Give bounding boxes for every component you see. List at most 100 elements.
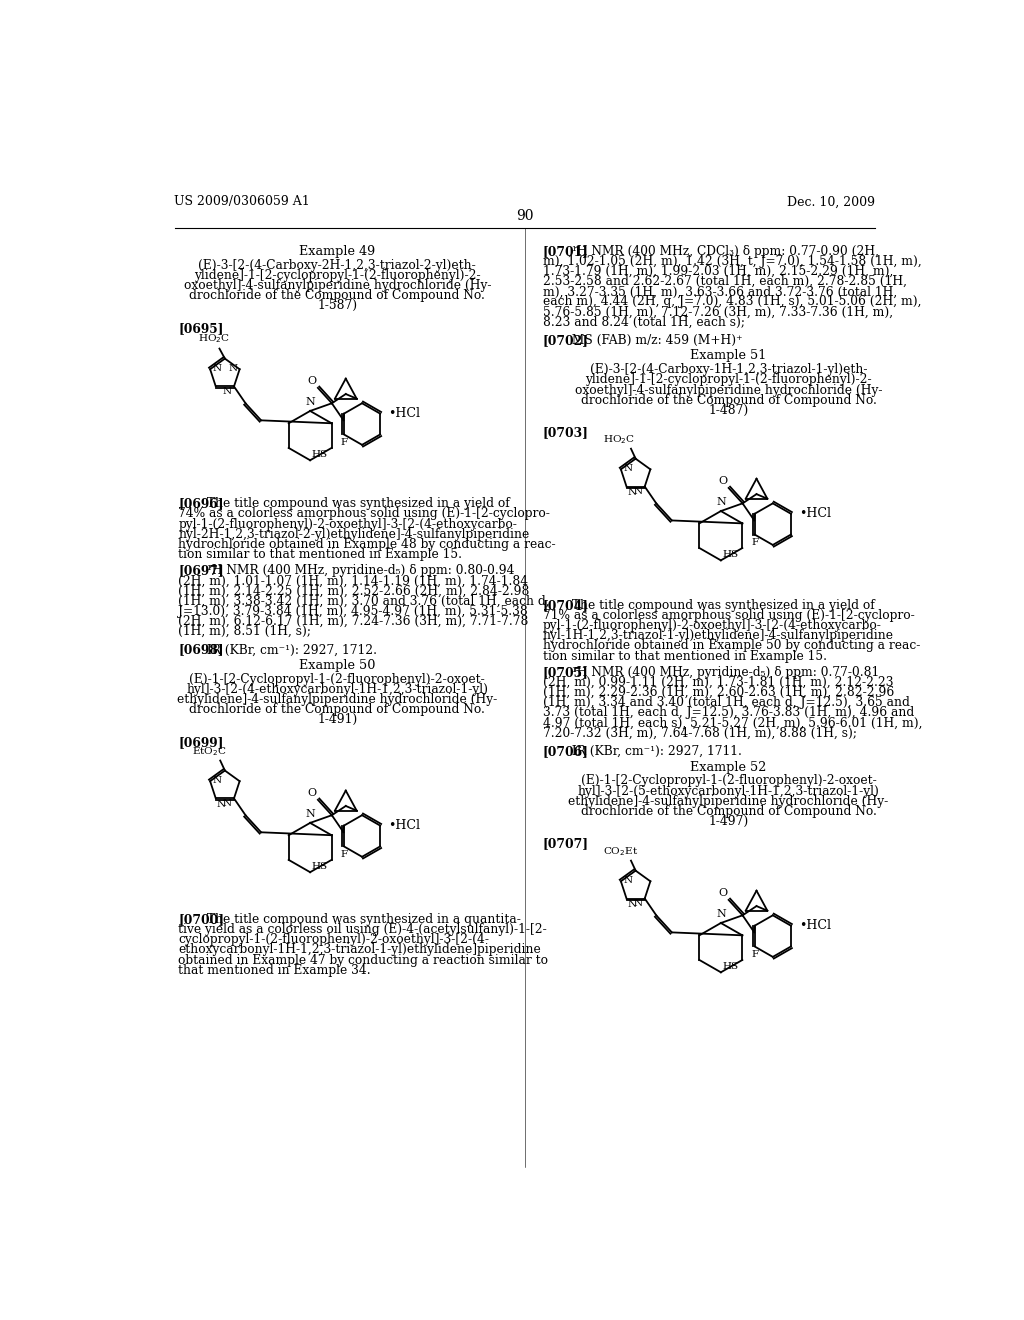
Text: F: F [340, 438, 347, 447]
Text: N: N [305, 397, 315, 407]
Text: ¹H NMR (400 MHz, CDCl₃) δ ppm: 0.77-0.90 (2H,: ¹H NMR (400 MHz, CDCl₃) δ ppm: 0.77-0.90… [567, 244, 879, 257]
Text: (E)-1-[2-Cyclopropyl-1-(2-fluorophenyl)-2-oxoet-: (E)-1-[2-Cyclopropyl-1-(2-fluorophenyl)-… [189, 673, 485, 686]
Text: tion similar to that mentioned in Example 15.: tion similar to that mentioned in Exampl… [543, 649, 826, 663]
Text: tion similar to that mentioned in Example 15.: tion similar to that mentioned in Exampl… [178, 548, 463, 561]
Text: drochloride of the Compound of Compound No.: drochloride of the Compound of Compound … [581, 805, 877, 818]
Text: Example 50: Example 50 [299, 659, 376, 672]
Text: ylidene]-1-[2-cyclopropyl-1-(2-fluorophenyl)-2-: ylidene]-1-[2-cyclopropyl-1-(2-fluorophe… [586, 374, 872, 387]
Text: ethylidene]-4-sulfanylpiperidine hydrochloride (Hy-: ethylidene]-4-sulfanylpiperidine hydroch… [568, 795, 889, 808]
Text: pyl-1-(2-fluorophenyl)-2-oxoethyl]-3-[2-(4-ethoxycarbo-: pyl-1-(2-fluorophenyl)-2-oxoethyl]-3-[2-… [178, 517, 517, 531]
Text: 74% as a colorless amorphous solid using (E)-1-[2-cyclopro-: 74% as a colorless amorphous solid using… [178, 507, 550, 520]
Text: oxoethyl]-4-sulfanylpiperidine hydrochloride (Hy-: oxoethyl]-4-sulfanylpiperidine hydrochlo… [574, 384, 883, 396]
Text: Example 52: Example 52 [690, 760, 767, 774]
Text: [0707]: [0707] [543, 837, 589, 850]
Text: ethylidene]-4-sulfanylpiperidine hydrochloride (Hy-: ethylidene]-4-sulfanylpiperidine hydroch… [177, 693, 498, 706]
Text: [0704]: [0704] [543, 599, 589, 612]
Text: The title compound was synthesized in a quantita-: The title compound was synthesized in a … [203, 913, 521, 927]
Text: •HCl: •HCl [388, 820, 420, 832]
Text: ¹H NMR (400 MHz, pyridine-d₅) δ ppm: 0.77-0.81: ¹H NMR (400 MHz, pyridine-d₅) δ ppm: 0.7… [567, 665, 879, 678]
Text: N: N [716, 498, 726, 507]
Text: HS: HS [311, 862, 328, 871]
Text: 7.20-7.32 (3H, m), 7.64-7.68 (1H, m), 8.88 (1H, s);: 7.20-7.32 (3H, m), 7.64-7.68 (1H, m), 8.… [543, 727, 857, 739]
Text: (2H, m), 0.99-1.11 (2H, m), 1.73-1.81 (1H, m), 2.12-2.23: (2H, m), 0.99-1.11 (2H, m), 1.73-1.81 (1… [543, 676, 893, 689]
Text: N: N [624, 876, 633, 884]
Text: (2H, m), 1.01-1.07 (1H, m), 1.14-1.19 (1H, m), 1.74-1.84: (2H, m), 1.01-1.07 (1H, m), 1.14-1.19 (1… [178, 574, 528, 587]
Text: [0699]: [0699] [178, 737, 224, 748]
Text: drochloride of the Compound of Compound No.: drochloride of the Compound of Compound … [581, 393, 877, 407]
Text: [0697]: [0697] [178, 564, 224, 577]
Text: F: F [340, 850, 347, 859]
Text: ¹H NMR (400 MHz, pyridine-d₅) δ ppm: 0.80-0.94: ¹H NMR (400 MHz, pyridine-d₅) δ ppm: 0.8… [203, 564, 515, 577]
Text: US 2009/0306059 A1: US 2009/0306059 A1 [174, 195, 310, 209]
Text: O: O [307, 788, 316, 799]
Text: hydrochloride obtained in Example 50 by conducting a reac-: hydrochloride obtained in Example 50 by … [543, 639, 920, 652]
Text: [0701]: [0701] [543, 244, 589, 257]
Text: HO$_2$C: HO$_2$C [603, 433, 635, 446]
Text: [0698]: [0698] [178, 644, 224, 656]
Text: 71% as a colorless amorphous solid using (E)-1-[2-cyclopro-: 71% as a colorless amorphous solid using… [543, 609, 914, 622]
Text: (1H, m), 2.14-2.25 (1H, m), 2.52-2.66 (2H, m), 2.84-2.98: (1H, m), 2.14-2.25 (1H, m), 2.52-2.66 (2… [178, 585, 529, 598]
Text: each m), 4.44 (2H, q, J=7.0), 4.83 (1H, s), 5.01-5.06 (2H, m),: each m), 4.44 (2H, q, J=7.0), 4.83 (1H, … [543, 296, 922, 309]
Text: HS: HS [722, 962, 738, 972]
Text: [0705]: [0705] [543, 665, 589, 678]
Text: (E)-3-[2-(4-Carboxy-2H-1,2,3-triazol-2-yl)eth-: (E)-3-[2-(4-Carboxy-2H-1,2,3-triazol-2-y… [199, 259, 476, 272]
Text: hyl]-3-[2-(5-ethoxycarbonyl-1H-1,2,3-triazol-1-yl): hyl]-3-[2-(5-ethoxycarbonyl-1H-1,2,3-tri… [578, 784, 880, 797]
Text: N: N [212, 364, 221, 374]
Text: •HCl: •HCl [388, 407, 420, 420]
Text: 8.23 and 8.24 (total 1H, each s);: 8.23 and 8.24 (total 1H, each s); [543, 315, 744, 329]
Text: N: N [222, 799, 231, 808]
Text: [0706]: [0706] [543, 744, 589, 758]
Text: tive yield as a colorless oil using (E)-4-(acetylsulfanyl)-1-[2-: tive yield as a colorless oil using (E)-… [178, 923, 547, 936]
Text: m), 1.02-1.05 (2H, m), 1.42 (3H, t, J=7.0), 1.54-1.58 (1H, m),: m), 1.02-1.05 (2H, m), 1.42 (3H, t, J=7.… [543, 255, 922, 268]
Text: N: N [628, 488, 636, 498]
Text: IR (KBr, cm⁻¹): 2927, 1712.: IR (KBr, cm⁻¹): 2927, 1712. [203, 644, 377, 656]
Text: N: N [228, 364, 238, 374]
Text: 2.53-2.58 and 2.62-2.67 (total 1H, each m), 2.78-2.85 (1H,: 2.53-2.58 and 2.62-2.67 (total 1H, each … [543, 275, 906, 288]
Text: obtained in Example 47 by conducting a reaction similar to: obtained in Example 47 by conducting a r… [178, 953, 549, 966]
Text: [0700]: [0700] [178, 913, 224, 927]
Text: (1H, m), 3.38-3.42 (1H, m), 3.70 and 3.76 (total 1H, each d,: (1H, m), 3.38-3.42 (1H, m), 3.70 and 3.7… [178, 595, 550, 607]
Text: 4.97 (total 1H, each s), 5.21-5.27 (2H, m), 5.96-6.01 (1H, m),: 4.97 (total 1H, each s), 5.21-5.27 (2H, … [543, 717, 923, 730]
Text: hydrochloride obtained in Example 48 by conducting a reac-: hydrochloride obtained in Example 48 by … [178, 537, 556, 550]
Text: The title compound was synthesized in a yield of: The title compound was synthesized in a … [203, 498, 510, 511]
Text: O: O [307, 376, 316, 387]
Text: N: N [216, 800, 225, 809]
Text: N: N [305, 809, 315, 818]
Text: (E)-1-[2-Cyclopropyl-1-(2-fluorophenyl)-2-oxoet-: (E)-1-[2-Cyclopropyl-1-(2-fluorophenyl)-… [581, 775, 877, 788]
Text: N: N [628, 900, 636, 909]
Text: HS: HS [311, 450, 328, 459]
Text: O: O [718, 477, 727, 487]
Text: •HCl: •HCl [799, 919, 830, 932]
Text: that mentioned in Example 34.: that mentioned in Example 34. [178, 964, 371, 977]
Text: N: N [212, 776, 221, 785]
Text: N: N [222, 387, 231, 396]
Text: 1-587): 1-587) [317, 300, 357, 312]
Text: Example 49: Example 49 [299, 244, 376, 257]
Text: 1-497): 1-497) [709, 814, 749, 828]
Text: pyl-1-(2-fluorophenyl)-2-oxoethyl]-3-[2-(4-ethoxycarbo-: pyl-1-(2-fluorophenyl)-2-oxoethyl]-3-[2-… [543, 619, 882, 632]
Text: [0702]: [0702] [543, 334, 589, 347]
Text: [0696]: [0696] [178, 498, 224, 511]
Text: F: F [752, 539, 758, 548]
Text: IR (KBr, cm⁻¹): 2927, 1711.: IR (KBr, cm⁻¹): 2927, 1711. [567, 744, 741, 758]
Text: CO$_2$Et: CO$_2$Et [603, 846, 638, 858]
Text: m), 3.27-3.35 (1H, m), 3.63-3.66 and 3.72-3.76 (total 1H,: m), 3.27-3.35 (1H, m), 3.63-3.66 and 3.7… [543, 285, 897, 298]
Text: EtO$_2$C: EtO$_2$C [193, 746, 227, 758]
Text: Example 51: Example 51 [690, 350, 767, 363]
Text: drochloride of the Compound of Compound No.: drochloride of the Compound of Compound … [189, 704, 485, 717]
Text: •HCl: •HCl [799, 507, 830, 520]
Text: HS: HS [722, 550, 738, 560]
Text: MS (FAB) m/z: 459 (M+H)⁺: MS (FAB) m/z: 459 (M+H)⁺ [567, 334, 742, 347]
Text: ethoxycarbonyl-1H-1,2,3-triazol-1-yl)ethylidene]piperidine: ethoxycarbonyl-1H-1,2,3-triazol-1-yl)eth… [178, 944, 541, 957]
Text: 90: 90 [516, 209, 534, 223]
Text: O: O [718, 888, 727, 899]
Text: 1-487): 1-487) [709, 404, 749, 417]
Text: 3.73 (total 1H, each d, J=12.5), 3.76-3.83 (1H, m), 4.96 and: 3.73 (total 1H, each d, J=12.5), 3.76-3.… [543, 706, 913, 719]
Text: drochloride of the Compound of Compound No.: drochloride of the Compound of Compound … [189, 289, 485, 302]
Text: 1.73-1.79 (1H, m), 1.99-2.03 (1H, m), 2.15-2.29 (1H, m),: 1.73-1.79 (1H, m), 1.99-2.03 (1H, m), 2.… [543, 265, 893, 279]
Text: J=13.0), 3.79-3.84 (1H, m), 4.95-4.97 (1H, m), 5.31-5.38: J=13.0), 3.79-3.84 (1H, m), 4.95-4.97 (1… [178, 605, 528, 618]
Text: (1H, m), 3.34 and 3.40 (total 1H, each d, J=12.5), 3.65 and: (1H, m), 3.34 and 3.40 (total 1H, each d… [543, 697, 909, 709]
Text: N: N [633, 899, 642, 908]
Text: ylidene]-1-[2-cyclopropyl-1-(2-fluorophenyl)-2-: ylidene]-1-[2-cyclopropyl-1-(2-fluorophe… [194, 269, 480, 281]
Text: 1-491): 1-491) [317, 713, 357, 726]
